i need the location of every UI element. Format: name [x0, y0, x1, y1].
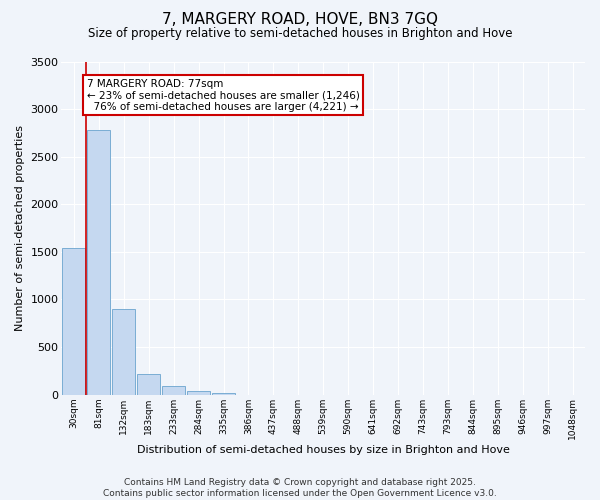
Text: 7 MARGERY ROAD: 77sqm
← 23% of semi-detached houses are smaller (1,246)
  76% of: 7 MARGERY ROAD: 77sqm ← 23% of semi-deta… [87, 78, 360, 112]
Bar [162, 386, 185, 394]
Text: Size of property relative to semi-detached houses in Brighton and Hove: Size of property relative to semi-detach… [88, 28, 512, 40]
Bar [62, 248, 85, 394]
Bar [112, 309, 135, 394]
Text: Contains HM Land Registry data © Crown copyright and database right 2025.
Contai: Contains HM Land Registry data © Crown c… [103, 478, 497, 498]
Bar [212, 393, 235, 394]
Y-axis label: Number of semi-detached properties: Number of semi-detached properties [15, 125, 25, 331]
Text: 7, MARGERY ROAD, HOVE, BN3 7GQ: 7, MARGERY ROAD, HOVE, BN3 7GQ [162, 12, 438, 28]
X-axis label: Distribution of semi-detached houses by size in Brighton and Hove: Distribution of semi-detached houses by … [137, 445, 509, 455]
Bar [187, 391, 210, 394]
Bar [137, 374, 160, 394]
Bar [88, 130, 110, 394]
